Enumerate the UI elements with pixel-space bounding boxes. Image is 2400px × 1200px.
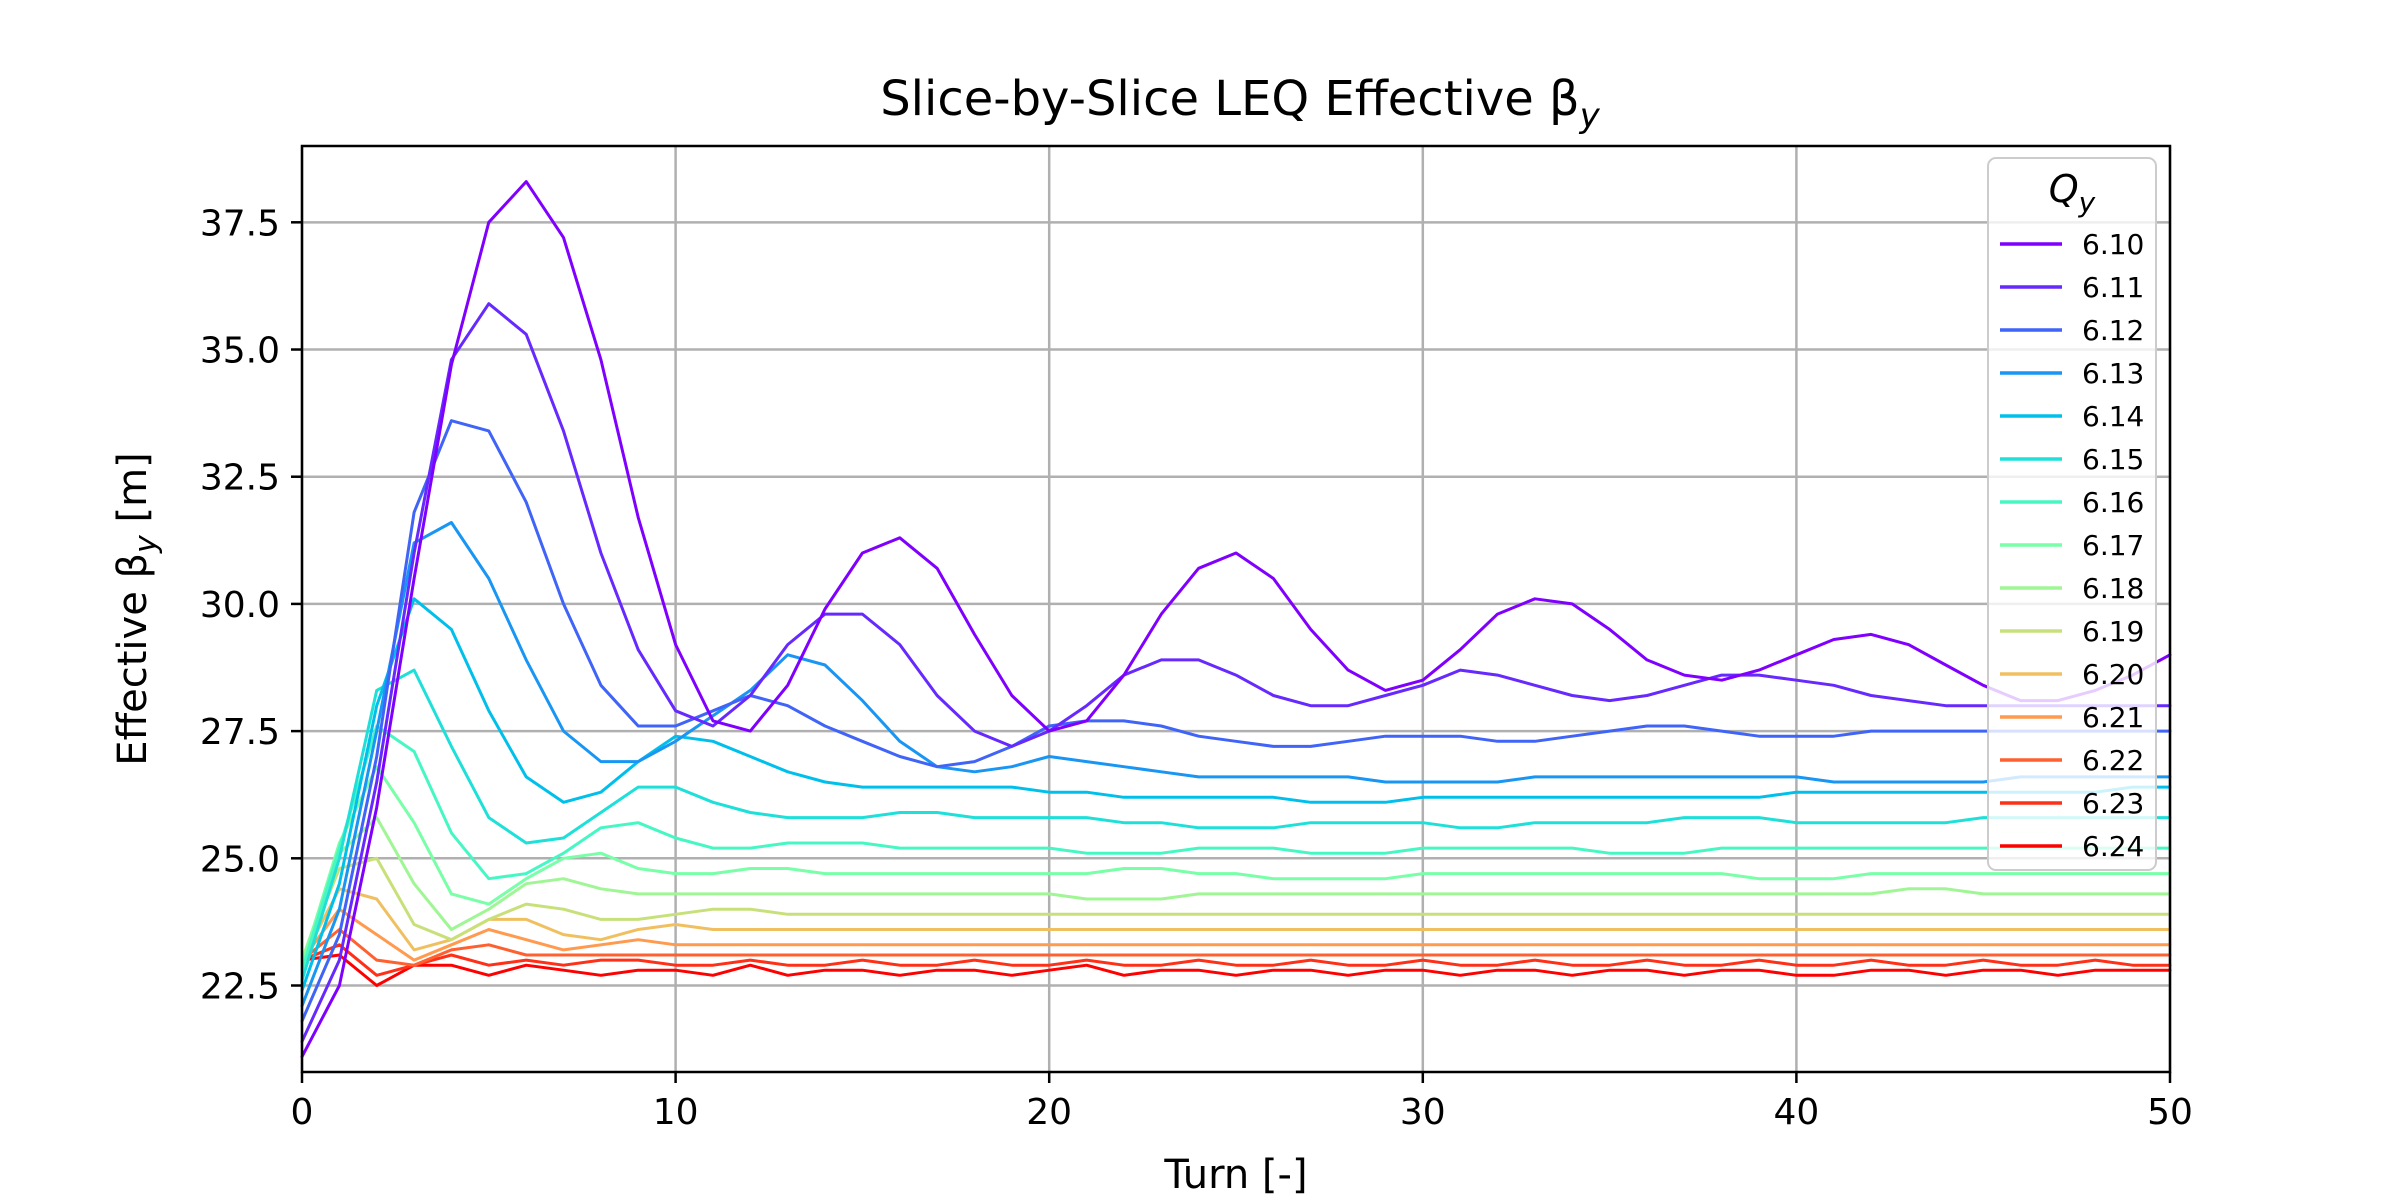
series-line-6.17 [300,765,2172,967]
series-line-6.20 [300,887,2172,962]
series-line-6.22 [300,928,2172,967]
x-tick-label: 40 [1773,1092,1819,1133]
x-axis-label: Turn [-] [1163,1152,1307,1198]
y-tick-label: 30.0 [200,585,280,626]
x-tick-label: 50 [2147,1092,2193,1133]
legend-label: 6.13 [2082,357,2144,390]
y-tick-label: 27.5 [200,712,280,753]
legend-label: 6.19 [2082,615,2144,648]
series-line-6.11 [300,302,2172,1043]
series-line-6.14 [300,597,2172,993]
legend-label: 6.20 [2082,658,2144,691]
series-line-6.16 [300,724,2172,972]
chart-title: Slice-by-Slice LEQ Effective βy [880,71,1600,136]
series-line-6.21 [300,907,2172,962]
series-lines [300,180,2172,1059]
legend-label: 6.18 [2082,572,2144,605]
legend-entries: 6.10 6.11 6.12 6.13 6.14 6.15 6.16 6.17 6.18 6.19… [2000,228,2144,863]
y-tick-label: 32.5 [200,458,280,499]
series-line-6.24 [300,953,2172,987]
axes-frame [300,144,2172,1074]
legend-label: 6.15 [2082,443,2144,476]
x-tick-label: 0 [291,1092,314,1133]
x-tick-label: 10 [653,1092,699,1133]
legend-label: 6.21 [2082,701,2144,734]
legend-label: 6.17 [2082,529,2144,562]
series-line-6.13 [300,521,2172,1008]
legend-label: 6.23 [2082,787,2144,820]
legend-box [1987,157,2157,871]
series-line-6.23 [300,943,2172,977]
x-tick-label: 30 [1400,1092,1446,1133]
legend-label: 6.24 [2082,830,2144,863]
y-axis-label: Effective βy [m] [110,452,164,765]
series-line-6.18 [300,816,2172,962]
y-tick-label: 37.5 [200,203,280,244]
series-line-6.10 [300,180,2172,1059]
y-tick-label: 25.0 [200,839,280,880]
legend-label: 6.11 [2082,271,2144,304]
series-line-6.15 [300,668,2172,982]
legend-title: Qy [2049,167,2096,219]
axis-ticks: 0 10 20 30 40 50 22.5 25.0 27.5 30.0 32.5 35.0 37.5 [200,203,2193,1133]
legend-label: 6.12 [2082,314,2144,347]
y-tick-label: 22.5 [200,967,280,1008]
legend: Qy 6.106.116.126.136.146.156.166.176.186… [1987,157,2157,871]
legend-label: 6.10 [2082,228,2144,261]
x-tick-label: 20 [1026,1092,1072,1133]
series-line-6.12 [300,419,2172,1023]
legend-label: 6.14 [2082,400,2144,433]
series-line-6.19 [300,856,2172,962]
y-tick-label: 35.0 [200,331,280,372]
legend-label: 6.16 [2082,486,2144,519]
legend-label: 6.22 [2082,744,2144,777]
